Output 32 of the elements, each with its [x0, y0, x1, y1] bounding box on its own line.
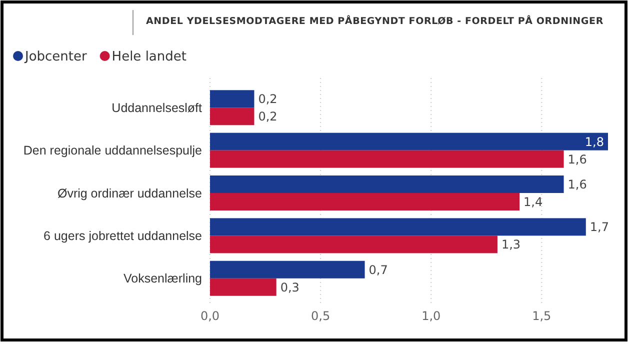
data-label: 0,7 — [368, 262, 388, 277]
bar — [210, 218, 586, 236]
y-tick-label: 6 ugers jobrettet uddannelse — [44, 229, 202, 244]
bar — [210, 193, 520, 210]
x-tick-label: 0,5 — [311, 309, 330, 323]
data-label: 0,3 — [280, 280, 300, 294]
y-tick-label: Øvrig ordinær uddannelse — [57, 186, 202, 200]
bar — [210, 260, 365, 278]
x-tick-label: 1,0 — [422, 309, 441, 323]
legend-label: Jobcenter — [24, 50, 88, 65]
data-label: 0,2 — [258, 110, 278, 124]
y-tick-label: Uddannelsesløft — [112, 101, 203, 116]
y-tick-label: Voksenlærling — [123, 272, 202, 286]
data-label: 1,6 — [568, 152, 587, 166]
chart-title: ANDEL YDELSESMODTAGERE MED PÅBEGYNDT FORLØB - FORDELT PÅ ORDNINGER — [146, 15, 604, 27]
legend-label: Hele landet — [112, 50, 186, 65]
data-label: 1,3 — [501, 238, 521, 252]
bar — [210, 108, 254, 126]
bar — [210, 278, 276, 296]
data-label: 1,7 — [590, 220, 609, 234]
data-label: 1,4 — [524, 194, 543, 209]
bar — [210, 176, 564, 193]
data-label: 1,8 — [584, 134, 604, 149]
data-label: 0,2 — [258, 92, 278, 106]
bar — [210, 90, 254, 108]
x-tick-label: 1,5 — [532, 309, 552, 323]
data-label: 1,6 — [568, 177, 587, 192]
bar — [210, 132, 608, 150]
bar — [210, 150, 564, 168]
bar — [210, 236, 498, 254]
y-tick-label: Den regionale uddannelsespulje — [23, 144, 202, 158]
x-tick-label: 0,0 — [200, 309, 220, 323]
